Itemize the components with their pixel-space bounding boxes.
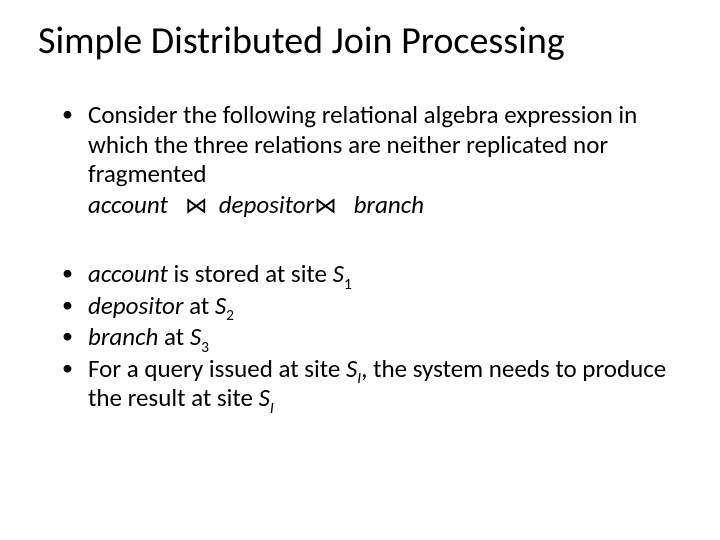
bullet-site-3: branch at S3: [58, 322, 680, 352]
join-symbol: ⋈: [314, 193, 337, 219]
text: at: [158, 321, 189, 352]
site-symbol: S: [190, 321, 201, 352]
bullet-intro: Consider the following relational algebr…: [58, 100, 680, 219]
bullet-query-site: For a query issued at site SI, the syste…: [58, 354, 680, 413]
site-symbol: S: [259, 382, 270, 413]
slide-body: Consider the following relational algebr…: [58, 100, 680, 415]
relation-account: account: [88, 189, 168, 220]
relation-depositor: depositor: [219, 189, 314, 220]
join-symbol: ⋈: [185, 193, 208, 219]
intro-text: Consider the following relational algebr…: [88, 99, 637, 189]
relation-account: account: [88, 258, 168, 289]
spacer: [58, 221, 680, 257]
text: at: [183, 290, 214, 321]
text: is stored at site: [168, 258, 333, 289]
relation-depositor: depositor: [88, 290, 183, 321]
relational-expression: account ⋈ depositor⋈ branch: [88, 190, 680, 220]
slide: Simple Distributed Join Processing Consi…: [0, 0, 720, 540]
relation-branch: branch: [88, 321, 158, 352]
site-subscript: I: [357, 369, 361, 388]
site-subscript: I: [270, 399, 274, 418]
bullet-site-2: depositor at S2: [58, 291, 680, 321]
relation-branch: branch: [354, 189, 424, 220]
text: For a query issued at site: [88, 353, 346, 384]
site-symbol: S: [346, 353, 357, 384]
bullet-site-1: account is stored at site S1: [58, 259, 680, 289]
site-symbol: S: [215, 290, 226, 321]
site-symbol: S: [333, 258, 344, 289]
slide-title: Simple Distributed Join Processing: [38, 22, 692, 62]
bullet-list: Consider the following relational algebr…: [58, 100, 680, 413]
